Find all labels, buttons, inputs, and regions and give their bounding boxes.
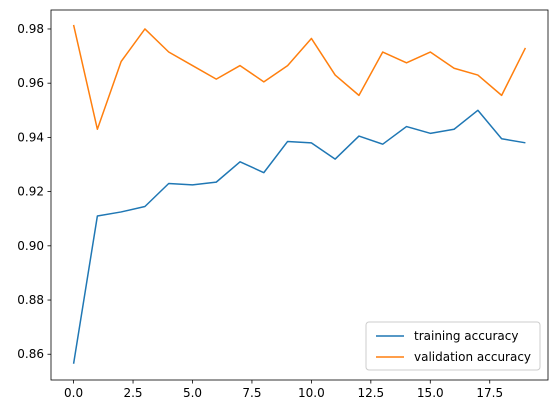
- axes-frame: [50, 9, 549, 381]
- x-tick-label: 7.5: [242, 386, 261, 400]
- legend: training accuracy validation accuracy: [365, 321, 541, 371]
- series-line-training: [72, 109, 526, 364]
- legend-label-training: training accuracy: [414, 329, 518, 343]
- legend-box: [365, 321, 541, 371]
- x-tick-label: 10.0: [298, 386, 325, 400]
- y-tick-label: 0.94: [17, 130, 44, 144]
- y-tick-label: 0.92: [17, 185, 44, 199]
- x-tick-label: 0.0: [64, 386, 83, 400]
- y-tick-label: 0.86: [17, 347, 44, 361]
- x-axis: 0.0 2.5 5.0 7.5 10.0 12.5 15.0 17.5: [64, 380, 503, 400]
- series-layer: [72, 24, 527, 364]
- y-tick-label: 0.88: [17, 293, 44, 307]
- legend-label-validation: validation accuracy: [414, 350, 531, 364]
- y-tick-label: 0.90: [17, 239, 44, 253]
- y-tick-label: 0.96: [17, 76, 44, 90]
- y-axis: 0.86 0.88 0.90 0.92 0.94 0.96 0.98: [17, 22, 51, 361]
- x-tick-label: 15.0: [417, 386, 444, 400]
- series-line-validation: [72, 24, 527, 131]
- x-tick-label: 5.0: [183, 386, 202, 400]
- x-tick-label: 2.5: [123, 386, 142, 400]
- x-tick-label: 17.5: [476, 386, 503, 400]
- y-tick-label: 0.98: [17, 22, 44, 36]
- x-tick-label: 12.5: [357, 386, 384, 400]
